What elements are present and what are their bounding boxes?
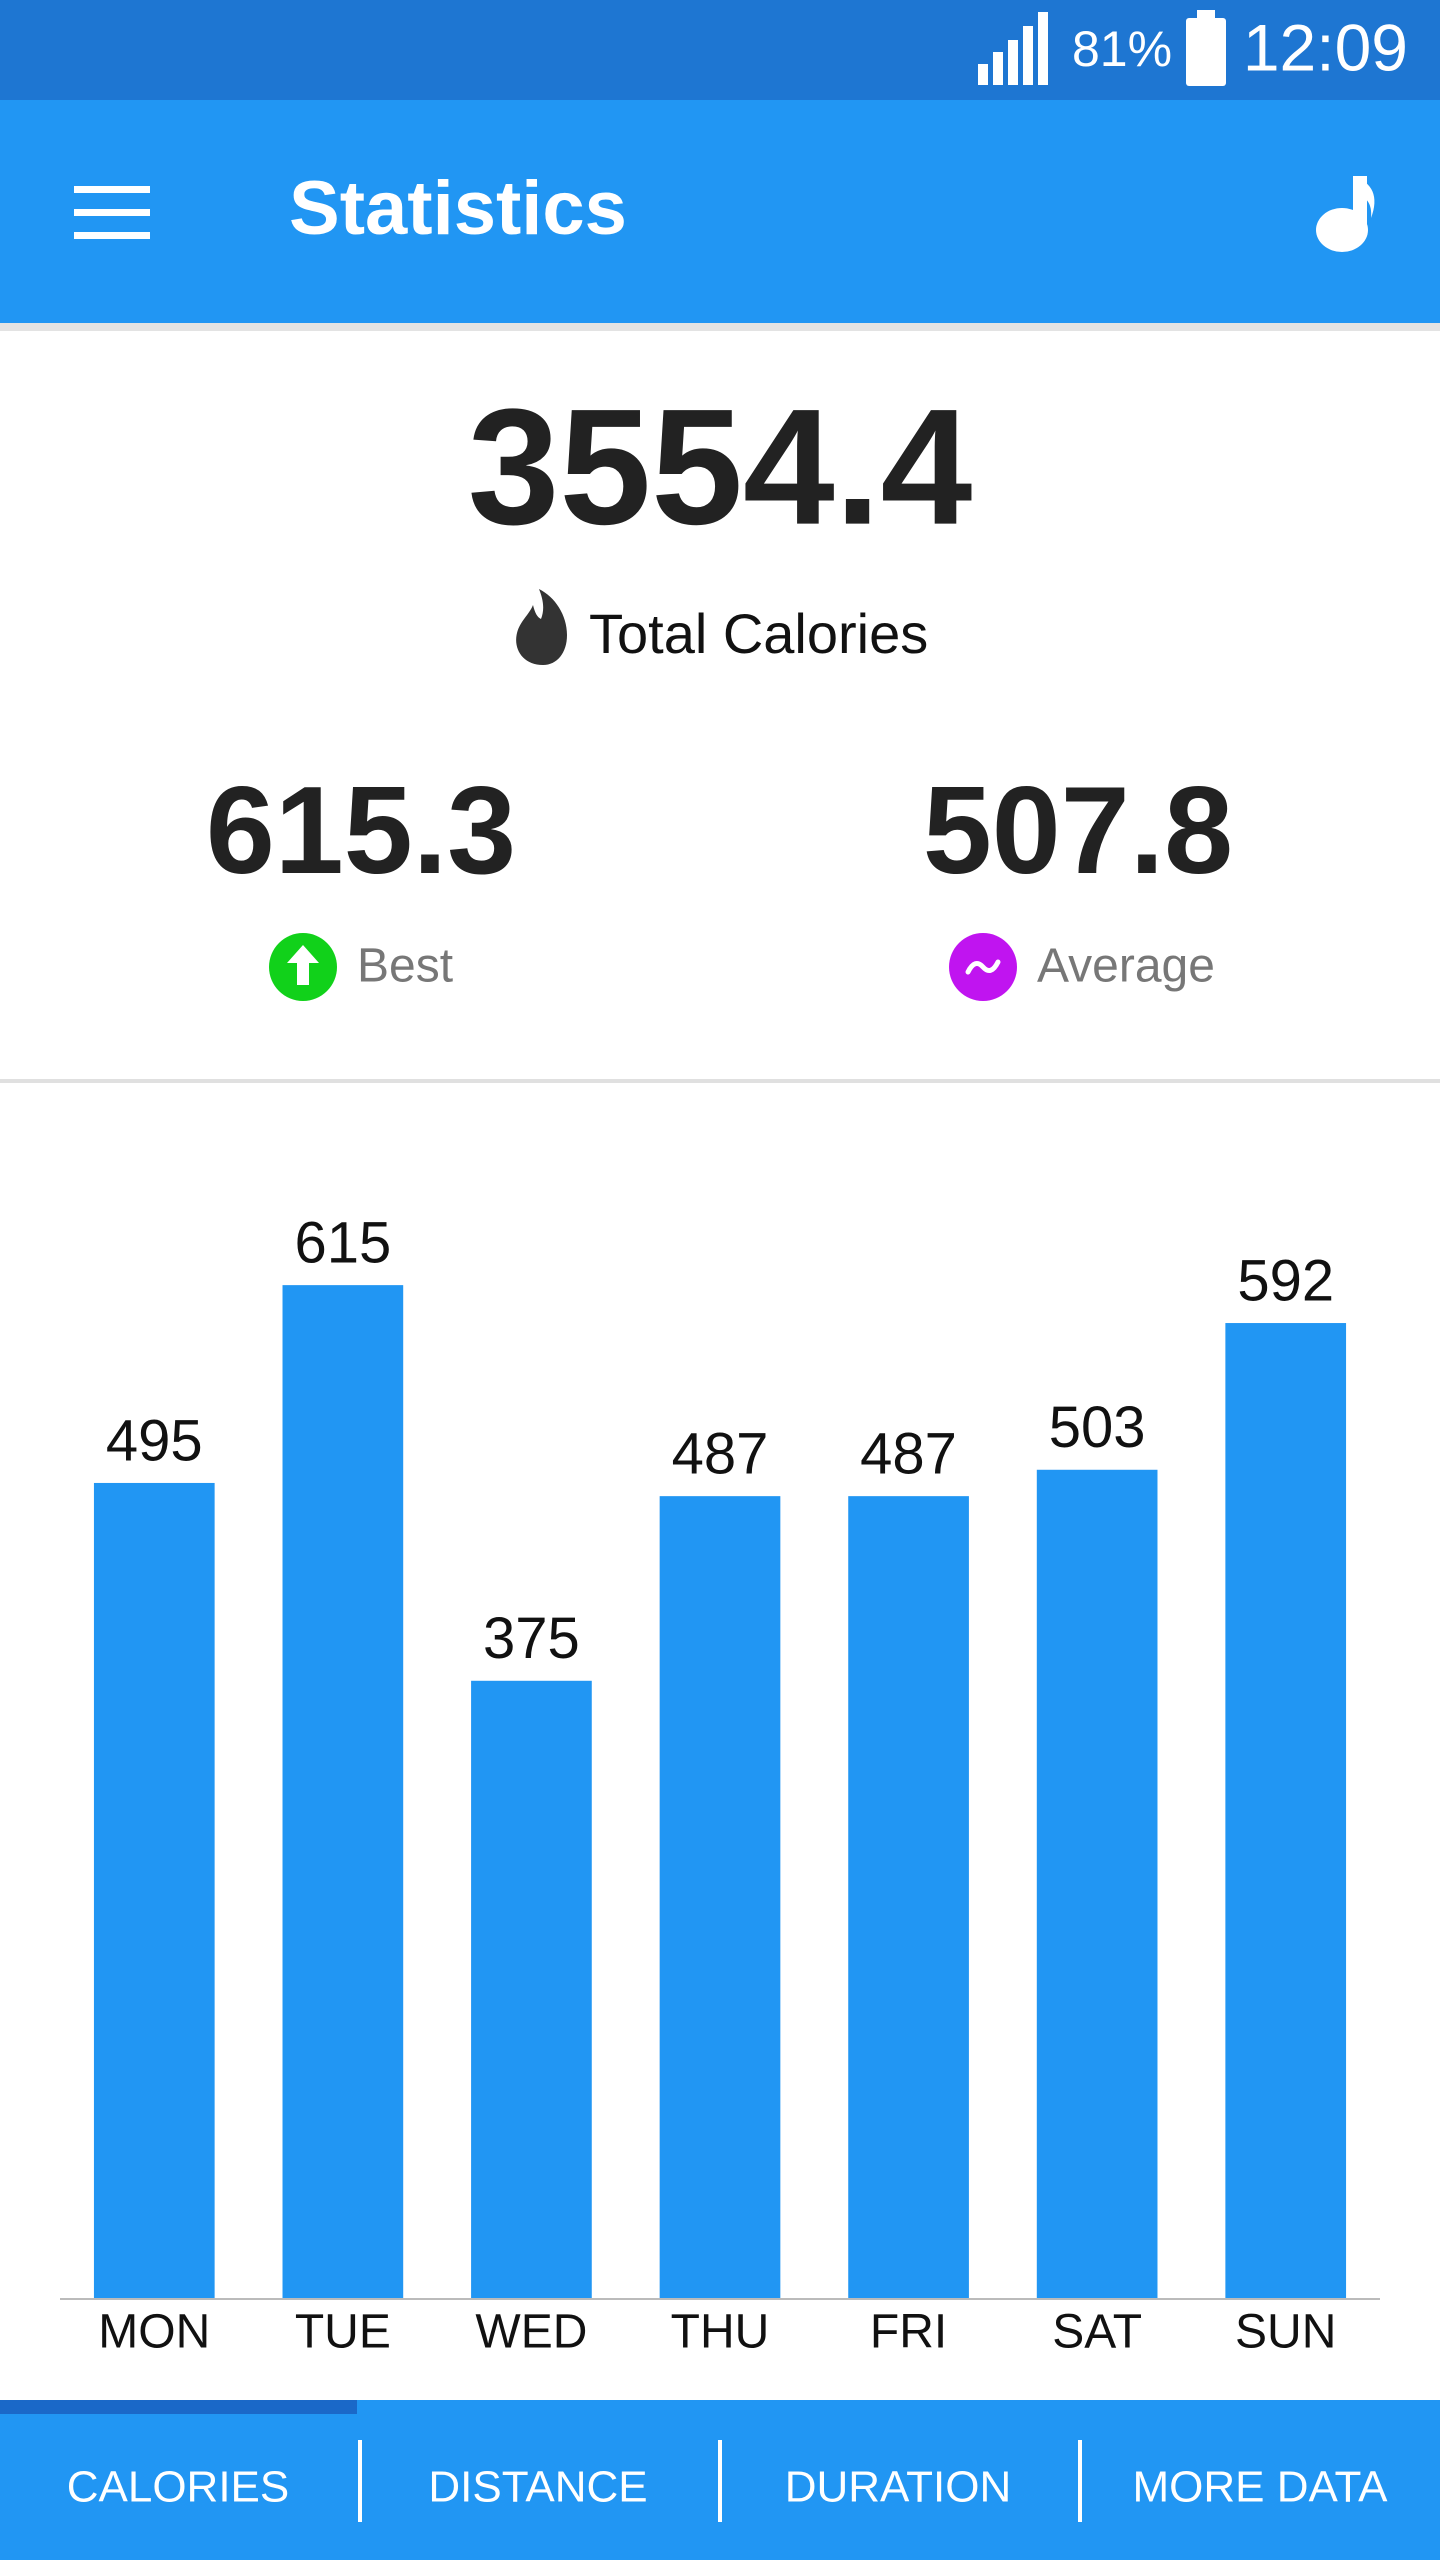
x-tick-label: SAT xyxy=(1052,2306,1142,2359)
bar xyxy=(848,1496,969,2299)
value-label: 615 xyxy=(294,1210,391,1275)
tab-separator xyxy=(1078,2440,1082,2522)
tabs: CALORIES DISTANCE DURATION MORE DATA xyxy=(67,2440,1388,2522)
best-arrow xyxy=(287,945,319,985)
average-tilde xyxy=(965,959,1001,975)
value-label: 503 xyxy=(1049,1395,1146,1460)
x-tick-label: SUN xyxy=(1235,2306,1336,2359)
tab[interactable]: MORE DATA xyxy=(1132,2463,1388,2512)
bar xyxy=(282,1285,404,2299)
tab[interactable]: CALORIES xyxy=(67,2463,290,2512)
average-label: Average xyxy=(1037,940,1215,993)
tab[interactable]: DISTANCE xyxy=(428,2463,647,2512)
value-label: 487 xyxy=(860,1421,957,1486)
tab-indicator xyxy=(0,2400,357,2414)
tab-separator xyxy=(718,2440,722,2522)
bar-chart: 495 MON 615 TUE 375 WED 487 THU 487 FRI 503 SAT 592 S… xyxy=(60,1210,1380,2359)
signal-icon xyxy=(978,12,1048,85)
bar xyxy=(93,1482,215,2299)
divider xyxy=(0,1079,1440,1083)
value-label: 495 xyxy=(106,1408,203,1473)
menu-button[interactable] xyxy=(74,186,150,239)
total-label: Total Calories xyxy=(589,602,928,665)
value-label: 375 xyxy=(483,1606,580,1671)
battery-percent: 81% xyxy=(1072,21,1172,77)
music-button[interactable] xyxy=(1316,176,1375,252)
x-tick-label: FRI xyxy=(870,2306,947,2359)
x-tick-label: THU xyxy=(671,2306,770,2359)
x-tick-label: TUE xyxy=(295,2306,391,2359)
total-value: 3554.4 xyxy=(468,375,973,559)
tab-separator xyxy=(358,2440,362,2522)
app-title: Statistics xyxy=(289,166,627,251)
app-bar-shadow xyxy=(0,323,1440,331)
bar xyxy=(659,1496,781,2299)
value-label: 487 xyxy=(672,1421,769,1486)
x-tick-label: MON xyxy=(98,2306,210,2359)
app-bar xyxy=(0,100,1440,323)
x-tick-label: WED xyxy=(475,2306,587,2359)
battery-icon xyxy=(1186,10,1226,86)
bar xyxy=(1036,1469,1158,2299)
clock: 12:09 xyxy=(1243,10,1408,84)
best-value: 615.3 xyxy=(206,762,516,900)
best-label: Best xyxy=(357,940,453,993)
average-value: 507.8 xyxy=(923,762,1233,900)
tab[interactable]: DURATION xyxy=(785,2463,1012,2512)
value-label: 592 xyxy=(1237,1248,1334,1313)
flame-icon xyxy=(516,589,567,665)
bar xyxy=(471,1680,592,2299)
bar xyxy=(1225,1323,1347,2299)
